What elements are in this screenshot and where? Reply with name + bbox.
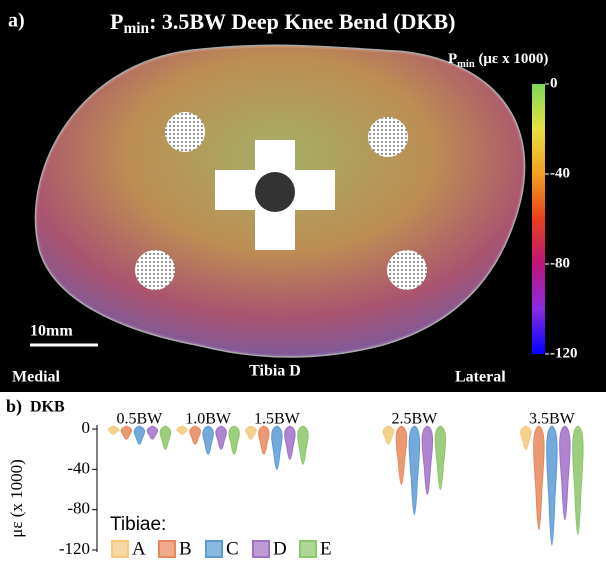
colorbar-title-rest: (με x 1000)	[475, 51, 549, 67]
colorbar-tick-label: 0	[550, 75, 558, 91]
violin	[422, 426, 433, 495]
annotation: Tibia D	[249, 363, 301, 380]
legend-swatch	[112, 541, 128, 557]
legend-swatch	[300, 541, 316, 557]
legend-label: D	[273, 538, 287, 559]
violin	[121, 426, 132, 439]
violin	[435, 426, 446, 489]
y-axis-label: με (x 1000)	[7, 459, 26, 538]
annotation: Lateral	[455, 369, 506, 386]
violin	[534, 426, 545, 530]
panel-label: a)	[8, 10, 25, 32]
chart-title: Pmin: 3.5BW Deep Knee Bend (DKB)	[110, 9, 455, 36]
violin	[177, 426, 188, 434]
chart-title-sub: min	[123, 20, 149, 37]
chart-title-rest: : 3.5BW Deep Knee Bend (DKB)	[149, 9, 455, 34]
colorbar-tick-label: -40	[550, 165, 570, 181]
violin	[285, 426, 296, 459]
violin	[573, 426, 584, 535]
y-tick-label: -120	[59, 539, 90, 558]
violin	[216, 426, 227, 449]
x-tick-label: 2.5BW	[391, 411, 438, 428]
violin	[560, 426, 571, 520]
figure: a)Pmin: 3.5BW Deep Knee Bend (DKB)Pmin (…	[0, 0, 606, 563]
violin	[160, 426, 171, 449]
y-tick-label: -80	[67, 499, 90, 518]
violin	[272, 426, 283, 469]
colorbar	[532, 84, 545, 354]
subtitle: DKB	[30, 399, 65, 416]
y-tick-label: 0	[82, 418, 91, 437]
violin	[298, 426, 309, 464]
colorbar-title-sub: min	[457, 59, 475, 70]
panel-label: b)	[6, 396, 22, 417]
peg	[165, 112, 205, 152]
colorbar-tick-label: -80	[550, 255, 570, 271]
violin	[547, 426, 558, 545]
legend-label: E	[320, 538, 332, 559]
peg	[368, 117, 408, 157]
x-tick-label: 1.0BW	[185, 411, 232, 428]
stem-hole	[255, 172, 295, 212]
legend-label: A	[132, 538, 146, 559]
x-tick-label: 0.5BW	[116, 411, 163, 428]
peg	[387, 250, 427, 290]
violin	[134, 426, 145, 444]
colorbar-tick-label: -120	[550, 345, 578, 361]
legend-swatch	[206, 541, 222, 557]
violin	[383, 426, 394, 444]
violin	[521, 426, 532, 449]
legend-label: B	[179, 538, 192, 559]
colorbar-title-main: P	[448, 51, 457, 67]
violin	[147, 426, 158, 439]
legend-title: Tibiae:	[110, 514, 166, 535]
chart-title-main: P	[110, 9, 123, 34]
violin	[190, 426, 201, 444]
legend-swatch	[159, 541, 175, 557]
x-tick-label: 1.5BW	[254, 411, 301, 428]
violin	[396, 426, 407, 484]
violin	[108, 426, 119, 434]
legend-label: C	[226, 538, 239, 559]
violin	[259, 426, 270, 454]
x-tick-label: 3.5BW	[529, 411, 576, 428]
annotation: Medial	[12, 369, 61, 386]
scale-label: 10mm	[30, 323, 73, 340]
legend-swatch	[253, 541, 269, 557]
violin	[246, 426, 257, 439]
violin	[409, 426, 420, 515]
y-tick-label: -40	[67, 458, 90, 477]
violin	[203, 426, 214, 454]
peg	[135, 250, 175, 290]
violin	[229, 426, 240, 454]
